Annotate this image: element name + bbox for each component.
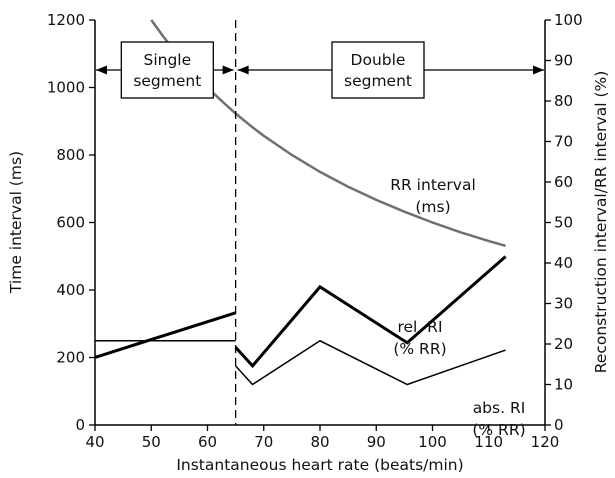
x-tick-label: 40 [85, 433, 104, 451]
single-segment-arrow-left [96, 65, 107, 75]
rr-interval-label-line1: RR interval [390, 176, 476, 194]
y-axis-left-ticks: 0 200 400 600 800 1000 1200 [47, 11, 95, 434]
y-tick-label: 800 [56, 146, 85, 164]
abs-ri-label: abs. RI (% RR) [472, 399, 525, 439]
rel-ri-label-line2: (% RR) [393, 340, 446, 358]
x-tick-label: 110 [474, 433, 503, 451]
double-segment-arrow-left [237, 65, 249, 75]
y2-tick-label: 70 [554, 133, 573, 151]
region-layer: Single segment Double segment [96, 20, 544, 425]
x-tick-label: 60 [198, 433, 217, 451]
y2-tick-label: 30 [554, 295, 573, 313]
y-axis-left-title: Time interval (ms) [7, 151, 25, 294]
x-tick-label: 90 [367, 433, 386, 451]
rr-interval-label-line2: (ms) [415, 198, 450, 216]
y-tick-label: 1200 [47, 11, 85, 29]
double-segment-arrow-right [533, 65, 544, 75]
y2-tick-label: 40 [554, 254, 573, 272]
y-tick-label: 1000 [47, 79, 85, 97]
y-tick-label: 0 [75, 416, 85, 434]
y2-tick-label: 0 [554, 416, 564, 434]
single-segment-arrow-right [222, 65, 234, 75]
rel-ri-label-line1: rel. RI [397, 318, 442, 336]
abs-ri-label-line2: (% RR) [472, 421, 525, 439]
double-segment-label-line1: Double [351, 51, 406, 69]
rr-interval-label: RR interval (ms) [390, 176, 476, 216]
x-axis-ticks: 40 50 60 70 80 90 100 110 120 [85, 425, 559, 451]
y2-tick-label: 60 [554, 173, 573, 191]
x-tick-label: 50 [142, 433, 161, 451]
x-tick-label: 80 [310, 433, 329, 451]
y2-tick-label: 10 [554, 376, 573, 394]
x-tick-label: 70 [254, 433, 273, 451]
y2-tick-label: 100 [554, 11, 583, 29]
single-segment-box [120, 41, 214, 99]
y-tick-label: 200 [56, 349, 85, 367]
single-segment-label-line1: Single [143, 51, 191, 69]
y-axis-right-title: Reconstruction interval/RR interval (%) [592, 71, 610, 374]
y-tick-label: 400 [56, 281, 85, 299]
double-segment-label-line2: segment [344, 72, 412, 90]
x-tick-label: 120 [531, 433, 560, 451]
y2-tick-label: 80 [554, 92, 573, 110]
abs-ri-label-line1: abs. RI [473, 399, 526, 417]
y2-tick-label: 50 [554, 214, 573, 232]
double-segment-box [331, 41, 425, 99]
rel-line-segment-2 [234, 255, 507, 369]
x-axis-title: Instantaneous heart rate (beats/min) [176, 456, 463, 474]
x-tick-label: 100 [418, 433, 447, 451]
rel-line-segment-1 [94, 311, 237, 359]
abs-line-segment-2 [235, 339, 506, 386]
y-axis-right-ticks: 0 10 20 30 40 50 60 70 80 90 100 [545, 11, 583, 434]
y-tick-label: 600 [56, 214, 85, 232]
y2-tick-label: 20 [554, 335, 573, 353]
single-segment-label-line2: segment [133, 72, 201, 90]
rel-ri-label: rel. RI (% RR) [393, 318, 446, 358]
y2-tick-label: 90 [554, 52, 573, 70]
